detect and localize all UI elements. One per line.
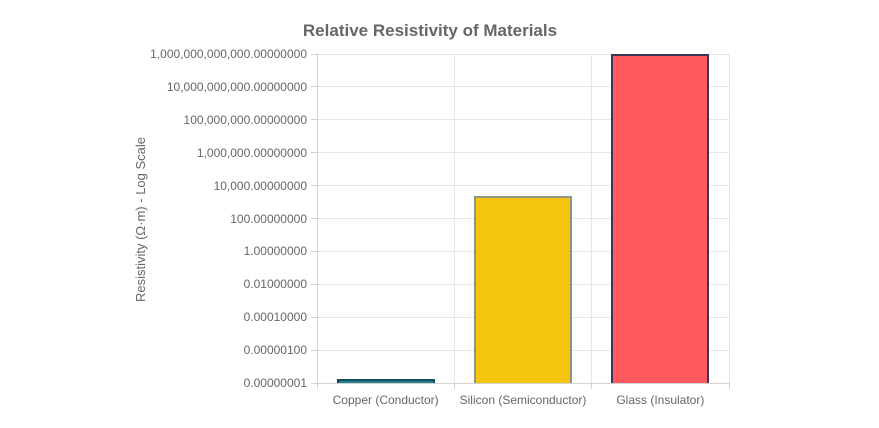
- x-gridline: [591, 54, 593, 383]
- x-tick-mark: [316, 383, 318, 389]
- y-tick-mark: [311, 218, 317, 219]
- x-tick-label: Glass (Insulator): [616, 393, 705, 407]
- y-tick-label: 100.00000000: [230, 211, 307, 226]
- y-tick-mark: [311, 382, 317, 384]
- y-tick-label: 10,000,000,000.00000000: [166, 79, 307, 94]
- y-tick-label: 100,000,000.00000000: [183, 112, 307, 127]
- y-tick-mark: [311, 185, 317, 187]
- y-tick-mark: [311, 349, 317, 351]
- y-gridline: [317, 86, 729, 88]
- y-tick-label: 1.00000000: [243, 244, 307, 259]
- y-tick-mark: [311, 119, 317, 121]
- y-gridline: [317, 185, 729, 187]
- y-tick-label: 10,000.00000000: [213, 178, 307, 193]
- x-tick-label: Copper (Conductor): [332, 393, 439, 407]
- x-tick-mark: [728, 383, 730, 389]
- bar-copper-conductor[interactable]: [336, 379, 435, 383]
- x-gridline: [453, 54, 455, 383]
- x-tick-label: Silicon (Semiconductor): [459, 393, 587, 407]
- x-tick-mark: [591, 383, 593, 389]
- y-gridline: [317, 53, 729, 55]
- y-tick-mark: [311, 152, 317, 154]
- y-tick-mark: [311, 250, 317, 252]
- y-tick-mark: [311, 283, 317, 285]
- chart-title: Relative Resistivity of Materials: [302, 21, 558, 40]
- bar-glass-insulator[interactable]: [611, 54, 710, 383]
- y-tick-label: 0.00000001: [243, 376, 307, 390]
- y-tick-label: 0.01000000: [243, 277, 307, 292]
- y-tick-mark: [311, 316, 317, 318]
- y-gridline: [317, 152, 729, 154]
- x-tick-mark: [453, 383, 455, 389]
- y-tick-label: 1,000,000,000,000.00000000: [150, 47, 307, 61]
- y-tick-label: 0.00000100: [243, 343, 307, 358]
- x-gridline: [728, 54, 730, 383]
- y-tick-label: 1,000,000.00000000: [196, 145, 307, 160]
- y-gridline: [317, 119, 729, 121]
- x-gridline: [316, 54, 318, 383]
- y-gridline: [317, 382, 729, 384]
- y-tick-label: 0.00010000: [243, 310, 307, 325]
- y-tick-mark: [311, 53, 317, 55]
- bar-silicon-semiconductor[interactable]: [474, 196, 572, 383]
- y-tick-mark: [311, 86, 317, 88]
